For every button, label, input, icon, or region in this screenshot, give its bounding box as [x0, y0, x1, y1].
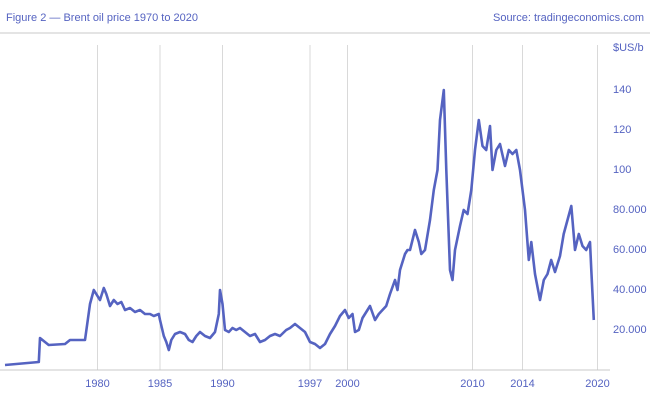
- x-tick-label: 2000: [335, 378, 359, 390]
- y-axis-label: $US/b: [613, 42, 644, 54]
- y-tick-label: 40.000: [613, 284, 647, 296]
- source: Source: tradingeconomics.com: [493, 12, 644, 24]
- price-line: [4, 88, 596, 367]
- y-tick-label: 20.000: [613, 324, 647, 336]
- x-tick-label: 1985: [148, 378, 172, 390]
- x-tick-label: 2010: [460, 378, 484, 390]
- x-tick-label: 1990: [210, 378, 234, 390]
- x-tick-label: 2020: [585, 378, 609, 390]
- y-tick-label: 80.000: [613, 204, 647, 216]
- y-tick-label: 100: [613, 164, 631, 176]
- chart-title: Figure 2 — Brent oil price 1970 to 2020: [6, 12, 198, 24]
- x-tick-label: 1980: [85, 378, 109, 390]
- y-tick-label: 120: [613, 124, 631, 136]
- y-tick-label: 140: [613, 84, 631, 96]
- y-tick-label: 60.000: [613, 244, 647, 256]
- x-tick-label: 2014: [510, 378, 534, 390]
- x-tick-label: 1997: [298, 378, 322, 390]
